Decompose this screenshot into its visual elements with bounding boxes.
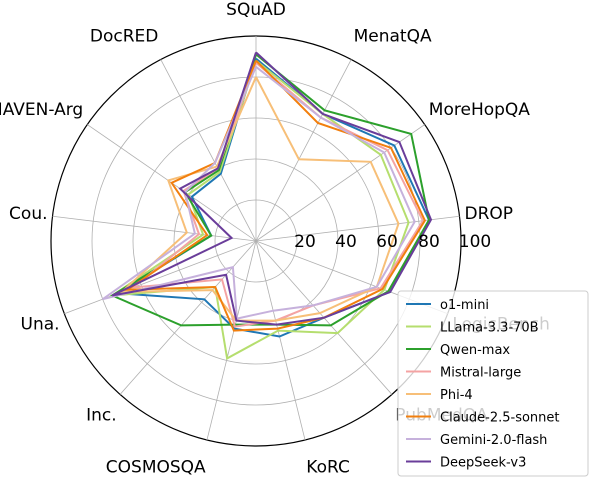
radial-tick-label: 100 bbox=[459, 232, 491, 252]
grid-spoke bbox=[255, 59, 352, 242]
category-label: DROP bbox=[465, 204, 514, 224]
category-labels: SQuADMenatQAMoreHopQADROPLogicBenchPubMe… bbox=[0, 0, 550, 477]
grid-spoke bbox=[160, 59, 257, 242]
series-line-mistral-large bbox=[130, 61, 425, 328]
series-line-qwen-max bbox=[110, 53, 431, 327]
category-label: Una. bbox=[21, 314, 60, 334]
legend-entry: Qwen-max bbox=[440, 343, 510, 358]
category-label: DocRED bbox=[90, 27, 158, 47]
legend-entry: Phi-4 bbox=[440, 388, 473, 403]
grid-spoke bbox=[52, 215, 257, 242]
category-label: Inc. bbox=[86, 406, 117, 426]
category-label: SQuAD bbox=[226, 0, 286, 20]
grid-spoke bbox=[255, 240, 306, 441]
legend-entry: Gemini-2.0-flash bbox=[440, 433, 547, 448]
grid-spoke bbox=[206, 240, 257, 441]
category-label: KoRC bbox=[306, 457, 350, 477]
radial-tick-label: 80 bbox=[418, 232, 440, 252]
category-label: MoreHopQA bbox=[429, 100, 530, 120]
legend-box bbox=[397, 290, 589, 477]
category-label: COSMOSQA bbox=[106, 457, 206, 477]
series-line-claude-2-5-sonnet bbox=[124, 59, 427, 332]
legend: o1-mini LLama-3.3-70B Qwen-max Mistral-larg… bbox=[397, 290, 589, 477]
series-layer bbox=[102, 51, 433, 360]
series-line-phi-4 bbox=[119, 76, 400, 322]
legend-entry: Mistral-large bbox=[440, 366, 521, 381]
radial-tick-labels: 20 40 60 80 100 bbox=[294, 232, 491, 252]
series-line-deepseek-v3 bbox=[111, 51, 433, 326]
grid-spoke bbox=[64, 240, 257, 315]
series-line-gemini-2-0-flash bbox=[102, 66, 416, 320]
category-label: MenatQA bbox=[354, 27, 432, 47]
radial-tick-label: 40 bbox=[335, 232, 357, 252]
legend-entry: Claude-2.5-sonnet bbox=[440, 411, 560, 426]
category-label: Cou. bbox=[9, 204, 47, 224]
radial-tick-label: 20 bbox=[294, 232, 316, 252]
grid-spoke bbox=[255, 124, 425, 242]
radial-tick-label: 60 bbox=[376, 232, 398, 252]
legend-entry: DeepSeek-v3 bbox=[440, 456, 526, 471]
legend-entry: LLama-3.3-70B bbox=[440, 321, 539, 336]
legend-entry: o1-mini bbox=[440, 298, 489, 313]
category-label: MAVEN-Arg bbox=[0, 100, 83, 120]
